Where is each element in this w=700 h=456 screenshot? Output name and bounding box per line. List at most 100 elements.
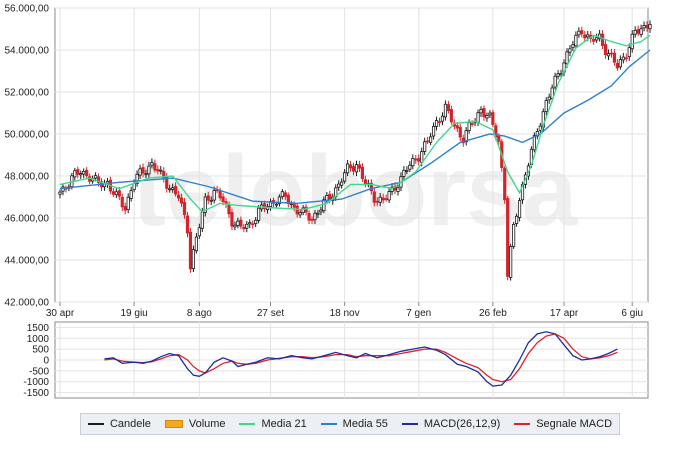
- x-tick-label: 6 giu: [621, 308, 643, 319]
- candle-body: [135, 173, 139, 184]
- candle-body: [242, 227, 246, 230]
- legend-label-media21: Media 21: [261, 418, 307, 430]
- candle-body: [209, 199, 213, 202]
- candle-body: [357, 164, 362, 169]
- candle-body: [150, 162, 154, 166]
- candle-body: [470, 123, 474, 125]
- candle-body: [348, 164, 353, 169]
- x-tick-label: 7 gen: [406, 308, 431, 319]
- candle-body: [212, 190, 216, 201]
- candle-body: [218, 191, 222, 199]
- candle-body: [553, 75, 557, 88]
- main-y-tick-label: 56.000,00: [5, 4, 50, 15]
- legend-swatch-media21: [239, 423, 256, 425]
- candle-body: [174, 186, 178, 195]
- candle-body: [482, 107, 486, 118]
- candle-body: [79, 173, 83, 176]
- candle-body: [491, 112, 495, 125]
- macd-y-tick-label: -1500: [23, 388, 49, 399]
- candle-body: [538, 125, 542, 131]
- macd-y-tick-label: 0: [43, 356, 49, 367]
- candle-body: [571, 44, 575, 49]
- candle-body: [479, 108, 483, 114]
- candle-body: [592, 38, 596, 42]
- legend-swatch-macd: [401, 423, 418, 425]
- candle-body: [248, 222, 252, 225]
- candle-body: [185, 215, 190, 234]
- main-y-tick-label: 50.000,00: [5, 130, 50, 141]
- legend-item-volume[interactable]: Volume: [164, 418, 226, 430]
- candle-body: [328, 193, 332, 200]
- candle-body: [642, 25, 646, 29]
- candle-body: [230, 212, 234, 227]
- candle-body: [360, 166, 365, 179]
- candle-body: [82, 171, 86, 175]
- candle-body: [497, 135, 501, 142]
- candle-body: [431, 126, 436, 137]
- legend-swatch-media55: [320, 423, 337, 425]
- x-tick-label: 8 ago: [187, 308, 212, 319]
- candle-body: [586, 34, 590, 38]
- candle-body: [197, 227, 201, 237]
- candle-body: [156, 169, 160, 172]
- candle-body: [595, 37, 599, 41]
- macd-y-tick-label: -1000: [23, 377, 49, 388]
- candle-body: [402, 169, 406, 177]
- candle-body: [274, 203, 279, 206]
- candle-body: [126, 196, 130, 210]
- candle-body: [168, 188, 172, 191]
- candle-body: [313, 212, 317, 221]
- candle-body: [612, 52, 617, 63]
- legend-item-signal[interactable]: Segnale MACD: [514, 418, 612, 430]
- candle-body: [426, 140, 430, 143]
- legend-item-macd[interactable]: MACD(26,12,9): [401, 418, 501, 430]
- candle-body: [73, 170, 77, 178]
- candle-body: [633, 30, 637, 35]
- main-y-tick-label: 54.000,00: [5, 46, 50, 57]
- candle-body: [153, 163, 157, 171]
- legend-label-candele: Candele: [109, 418, 151, 430]
- candle-body: [188, 231, 193, 270]
- main-y-tick-label: 46.000,00: [5, 214, 50, 225]
- legend-label-macd: MACD(26,12,9): [423, 418, 501, 430]
- candle-body: [372, 191, 376, 203]
- candle-body: [129, 190, 133, 199]
- candle-body: [423, 141, 427, 152]
- legend-item-media55[interactable]: Media 55: [320, 418, 388, 430]
- candle-body: [85, 169, 89, 177]
- main-y-tick-label: 52.000,00: [5, 88, 50, 99]
- candle-body: [440, 115, 445, 122]
- candle-body: [117, 190, 121, 197]
- candle-body: [396, 187, 400, 192]
- candle-body: [227, 204, 231, 215]
- candle-body: [583, 34, 587, 39]
- candle-body: [236, 220, 240, 226]
- x-tick-label: 27 set: [257, 308, 284, 319]
- legend-label-volume: Volume: [188, 418, 226, 430]
- candle-body: [645, 24, 649, 29]
- legend-item-media21[interactable]: Media 21: [239, 418, 307, 430]
- candle-body: [556, 73, 560, 77]
- candle-body: [191, 249, 196, 270]
- candle-body: [624, 57, 628, 60]
- candle-body: [417, 158, 421, 162]
- candle-body: [627, 47, 631, 57]
- x-tick-label: 19 giu: [120, 308, 147, 319]
- candle-body: [120, 196, 124, 208]
- candle-body: [283, 192, 287, 197]
- candle-body: [568, 48, 572, 53]
- candle-body: [194, 236, 198, 252]
- candle-body: [467, 122, 471, 132]
- candle-body: [532, 135, 536, 151]
- candle-body: [580, 30, 584, 35]
- candle-body: [340, 181, 344, 186]
- candle-body: [280, 191, 284, 198]
- candle-body: [239, 219, 243, 227]
- main-y-tick-label: 42.000,00: [5, 298, 50, 309]
- series-media21-line: [59, 34, 651, 213]
- legend-item-candele[interactable]: Candele: [87, 418, 151, 430]
- candle-body: [455, 125, 459, 129]
- candle-body: [565, 51, 569, 65]
- candle-body: [325, 194, 329, 201]
- candle-body: [464, 130, 468, 143]
